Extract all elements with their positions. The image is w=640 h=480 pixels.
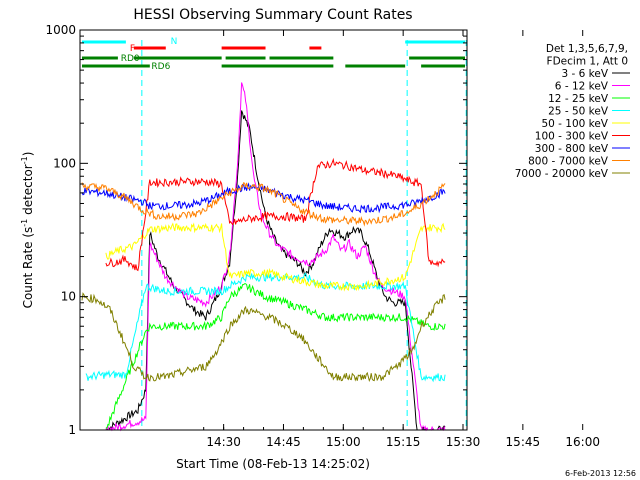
legend-label-1: 6 - 12 keV — [555, 81, 609, 93]
x-tick-label-4: 15:30 — [446, 435, 481, 449]
rd6-interval-2 — [345, 64, 406, 68]
f-interval-0 — [133, 46, 166, 50]
n-interval-1 — [405, 40, 466, 44]
series-line-7 — [81, 182, 446, 227]
x-tick-label-5: 15:45 — [506, 435, 541, 449]
legend-label-8: 7000 - 20000 keV — [515, 168, 609, 180]
x-tick-label-1: 14:45 — [266, 435, 301, 449]
x-axis-label: Start Time (08-Feb-13 14:25:02) — [176, 457, 370, 471]
legend-label-7: 800 - 7000 keV — [528, 156, 609, 168]
rd6-label: RD6 — [151, 62, 170, 72]
series-line-0 — [105, 110, 446, 431]
rd0-interval-0 — [81, 56, 118, 60]
tick-layer: 14:30 14:45 15:00 15:15 15:30 15:45 16:00 1 10 10… — [45, 23, 600, 449]
series-line-2 — [105, 283, 446, 429]
legend-label-5: 100 - 300 keV — [535, 131, 609, 143]
chart-title: HESSI Observing Summary Count Rates — [133, 7, 412, 23]
series-line-4 — [105, 222, 446, 292]
series-layer — [81, 82, 446, 432]
legend: Det 1,3,5,6,7,9,FDecim 1, Att 03 - 6 keV… — [515, 43, 630, 180]
n-interval-0 — [81, 40, 126, 44]
y-tick-label-0: 1 — [68, 423, 76, 437]
x-tick-label-6: 16:00 — [565, 435, 600, 449]
y-axis-label: Count Rate (s-1 detector-1) — [20, 152, 35, 309]
series-line-1 — [105, 82, 446, 432]
y-tick-label-3: 1000 — [45, 23, 76, 37]
legend-label-0: 3 - 6 keV — [561, 68, 608, 80]
series-line-8 — [81, 292, 446, 383]
rd0-interval-2 — [225, 56, 266, 60]
y-axis-label-main: Count Rate (s — [21, 227, 35, 309]
legend-label-4: 50 - 100 keV — [541, 118, 608, 130]
series-line-3 — [85, 272, 446, 383]
legend-label-2: 12 - 25 keV — [548, 93, 609, 105]
legend-label-6: 300 - 800 keV — [535, 143, 609, 155]
f-interval-1 — [221, 46, 266, 50]
legend-label-3: 25 - 50 keV — [548, 106, 609, 118]
rd0-interval-4 — [409, 56, 466, 60]
n-label: N — [171, 37, 178, 47]
rd6-interval-0 — [81, 64, 150, 68]
timestamp: 6-Feb-2013 12:56 — [565, 469, 636, 478]
f-label: F — [130, 44, 135, 54]
y-axis-label-sup: -1 — [20, 219, 29, 227]
x-tick-label-3: 15:15 — [386, 435, 421, 449]
y-axis-label-end: ) — [21, 152, 35, 157]
rd0-interval-3 — [269, 56, 334, 60]
series-line-5 — [105, 157, 446, 272]
legend-header-0: Det 1,3,5,6,7,9, — [546, 43, 628, 55]
rd0-interval-1 — [133, 56, 222, 60]
x-tick-label-2: 15:00 — [326, 435, 361, 449]
rd6-interval-3 — [421, 64, 466, 68]
legend-header-1: FDecim 1, Att 0 — [547, 56, 628, 68]
y-tick-label-2: 100 — [53, 156, 76, 170]
f-interval-2 — [309, 46, 322, 50]
rd6-interval-1 — [221, 64, 334, 68]
y-tick-label-1: 10 — [61, 290, 76, 304]
x-tick-label-0: 14:30 — [206, 435, 241, 449]
y-axis-label-mid: detector — [21, 164, 35, 219]
y-axis-label-sup-2: -1 — [20, 156, 29, 164]
rd0-label: RD0 — [121, 54, 140, 64]
plot-frame — [79, 29, 468, 431]
